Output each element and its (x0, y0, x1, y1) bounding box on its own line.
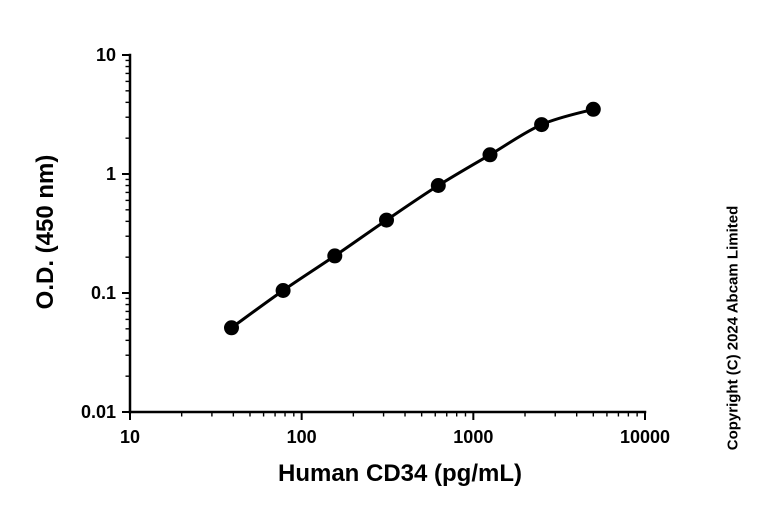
data-point (379, 212, 394, 228)
y-tick-label: 0.1 (91, 283, 116, 303)
data-point (482, 147, 498, 163)
x-tick-label: 10 (120, 427, 140, 447)
x-tick-label: 10000 (620, 427, 670, 447)
data-point (327, 248, 343, 264)
x-tick-label: 100 (287, 427, 317, 447)
data-point (224, 320, 239, 336)
data-point (275, 283, 291, 298)
data-point (430, 178, 446, 193)
data-point (534, 117, 550, 133)
y-axis: 0.01 0.1 1 10 (81, 45, 132, 422)
y-tick-label: 10 (96, 45, 116, 65)
x-tick-label: 1000 (453, 427, 493, 447)
x-axis-title: Human CD34 (pg/mL) (277, 460, 523, 487)
data-series (224, 101, 601, 336)
copyright-text: Copyright (C) 2024 Abcam Limited (724, 205, 742, 451)
y-axis-title: O.D. (450 nm) (32, 154, 59, 310)
x-axis: 10 100 1000 10000 (120, 410, 670, 447)
y-tick-label: 1 (106, 164, 116, 184)
data-point (585, 101, 601, 117)
y-tick-label: 0.01 (81, 402, 116, 422)
